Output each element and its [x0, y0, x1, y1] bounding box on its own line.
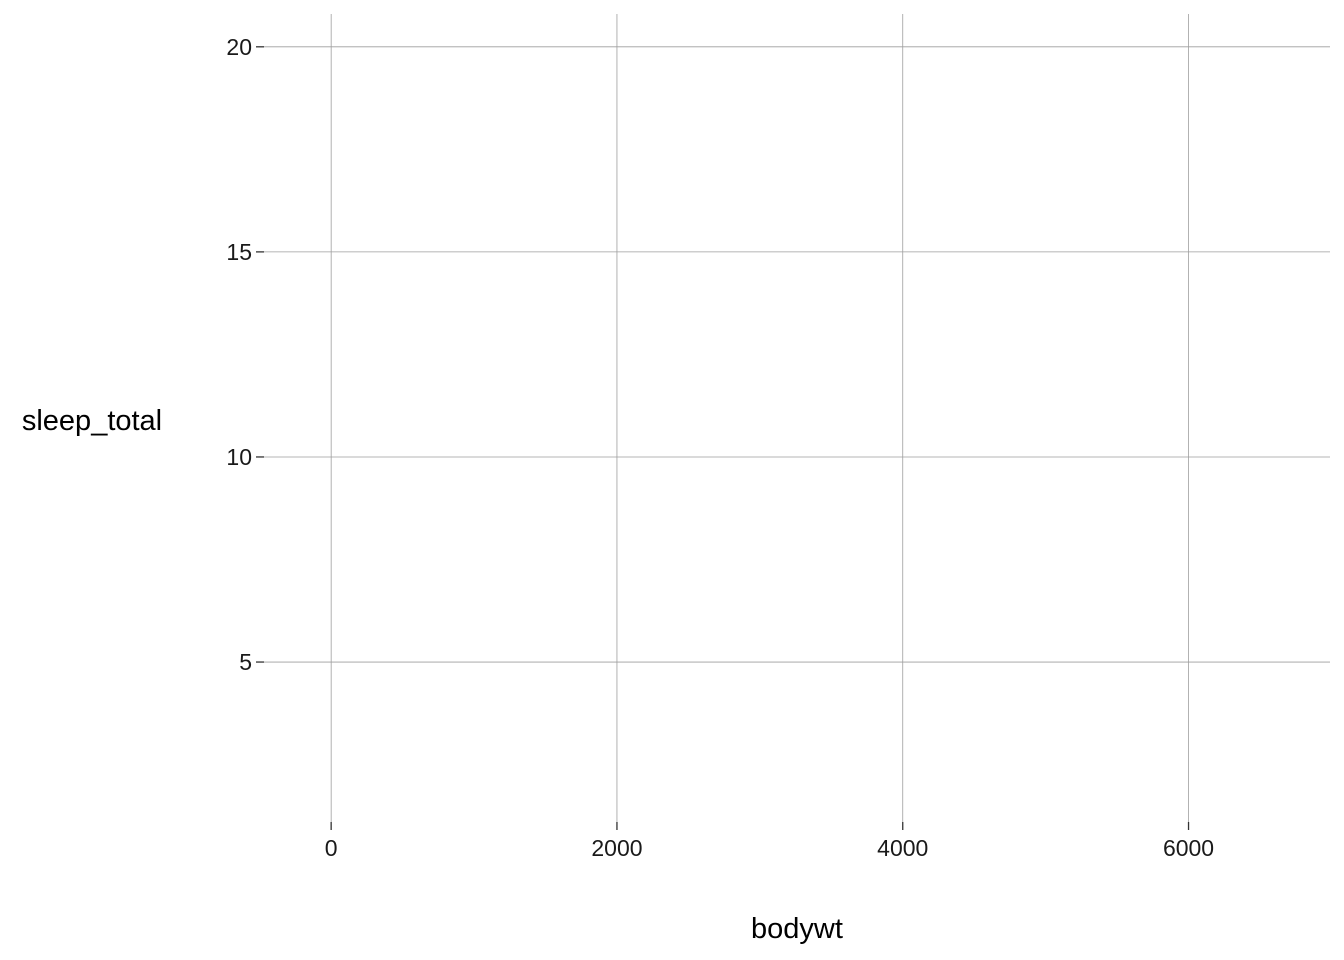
x-tick-label: 6000: [1163, 835, 1214, 861]
axis-ticks: 0 2000 4000 6000 5 10 15 20: [226, 34, 1214, 861]
y-axis-title: sleep_total: [22, 405, 162, 437]
x-axis-title: bodywt: [751, 913, 843, 945]
plot-background: [264, 14, 1330, 822]
x-tick-label: 2000: [591, 835, 642, 861]
x-tick-label: 0: [325, 835, 338, 861]
y-tick-label: 20: [226, 34, 252, 60]
x-tick-label: 4000: [877, 835, 928, 861]
y-tick-label: 10: [226, 444, 252, 470]
y-tick-label: 15: [226, 239, 252, 265]
y-tick-label: 5: [239, 649, 252, 675]
gridlines: [264, 14, 1330, 822]
